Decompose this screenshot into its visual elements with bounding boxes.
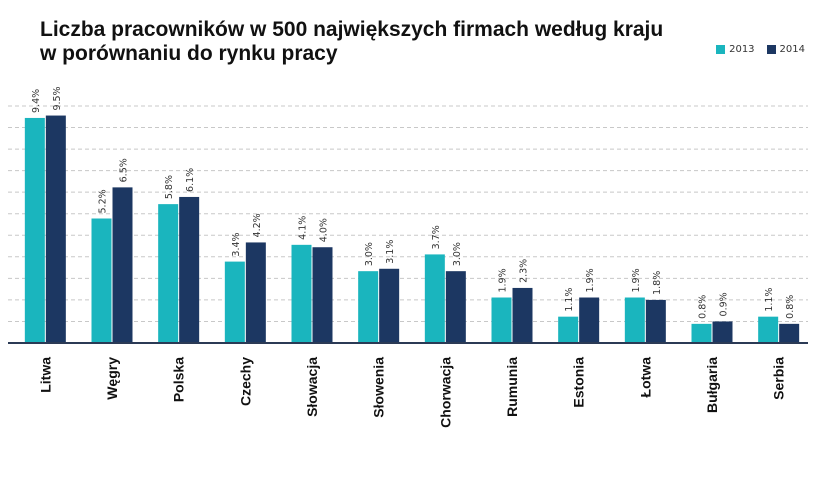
bar-2014-6	[379, 268, 400, 343]
chart-title-line1: Liczba pracowników w 500 największych fi…	[40, 18, 664, 41]
category-label: Bułgaria	[704, 357, 720, 413]
legend-label-2014: 2014	[779, 44, 805, 55]
legend-swatch-2014	[766, 45, 776, 54]
chart-title: Liczba pracowników w 500 największych fi…	[40, 18, 663, 66]
legend-swatch-2013	[716, 45, 726, 54]
bar-2014-1	[45, 115, 66, 343]
bar-2013-9	[558, 316, 579, 343]
data-label-2013-2: 5.2%	[98, 189, 109, 213]
bar-2013-10	[624, 297, 645, 343]
chart-title-line2: w porównaniu do rynku pracy	[40, 42, 338, 65]
bar-2013-7	[424, 254, 445, 343]
legend-item-2013: 2013	[716, 44, 755, 55]
bar-2014-10	[645, 299, 666, 343]
bar-2013-1	[24, 117, 45, 343]
bar-2013-6	[358, 271, 379, 343]
bar-2013-4	[224, 261, 245, 343]
legend-item-2014: 2014	[766, 44, 805, 55]
bar-2014-3	[179, 196, 200, 343]
data-label-2014-6: 3.1%	[385, 240, 396, 264]
data-label-2014-3: 6.1%	[185, 168, 196, 192]
category-label: Węgry	[104, 357, 120, 400]
bar-2014-7	[445, 271, 466, 343]
data-label-2013-10: 1.9%	[631, 268, 642, 292]
data-label-2014-1: 9.5%	[52, 86, 63, 110]
category-label: Czechy	[237, 357, 253, 406]
data-label-2013-1: 9.4%	[31, 89, 42, 113]
category-label: Chorwacja	[437, 357, 453, 428]
data-label-2014-7: 3.0%	[452, 242, 463, 266]
category-label: Słowenia	[371, 357, 387, 418]
data-label-2013-11: 0.8%	[698, 295, 709, 319]
data-label-2013-9: 1.1%	[564, 288, 575, 312]
data-label-2014-2: 6.5%	[119, 158, 130, 182]
bar-2014-5	[312, 247, 333, 343]
category-label: Polska	[171, 357, 187, 402]
data-label-2014-4: 4.2%	[252, 213, 263, 237]
bar-2014-12	[779, 323, 800, 343]
category-label: Estonia	[571, 357, 587, 408]
data-label-2014-9: 1.9%	[585, 268, 596, 292]
category-label: Słowacja	[304, 357, 320, 417]
data-label-2013-4: 3.4%	[231, 232, 242, 256]
category-label: Serbia	[771, 357, 787, 400]
category-label: Litwa	[37, 357, 53, 393]
data-label-2014-5: 4.0%	[319, 218, 330, 242]
data-label-2014-10: 1.8%	[652, 271, 663, 295]
category-label: Łotwa	[637, 357, 653, 398]
bar-2014-11	[712, 321, 733, 343]
bar-2014-4	[245, 242, 266, 343]
data-label-2013-6: 3.0%	[364, 242, 375, 266]
data-label-2013-8: 1.9%	[498, 268, 509, 292]
bar-2013-8	[491, 297, 512, 343]
bar-2013-5	[291, 244, 312, 343]
data-label-2013-12: 1.1%	[764, 288, 775, 312]
data-label-2014-12: 0.8%	[785, 295, 796, 319]
bar-2013-11	[691, 323, 712, 343]
data-label-2014-8: 2.3%	[519, 259, 530, 283]
bar-2014-8	[512, 287, 533, 343]
legend: 2013 2014	[716, 44, 805, 55]
bar-2013-2	[91, 218, 112, 343]
data-label-2014-11: 0.9%	[719, 292, 730, 316]
bar-2013-12	[758, 316, 779, 343]
category-label: Rumunia	[504, 357, 520, 417]
bar-2014-9	[579, 297, 600, 343]
data-label-2013-5: 4.1%	[298, 216, 309, 240]
bar-2013-3	[158, 204, 179, 343]
legend-label-2013: 2013	[729, 44, 755, 55]
bar-2014-2	[112, 187, 133, 343]
data-label-2013-3: 5.8%	[164, 175, 175, 199]
data-label-2013-7: 3.7%	[431, 225, 442, 249]
